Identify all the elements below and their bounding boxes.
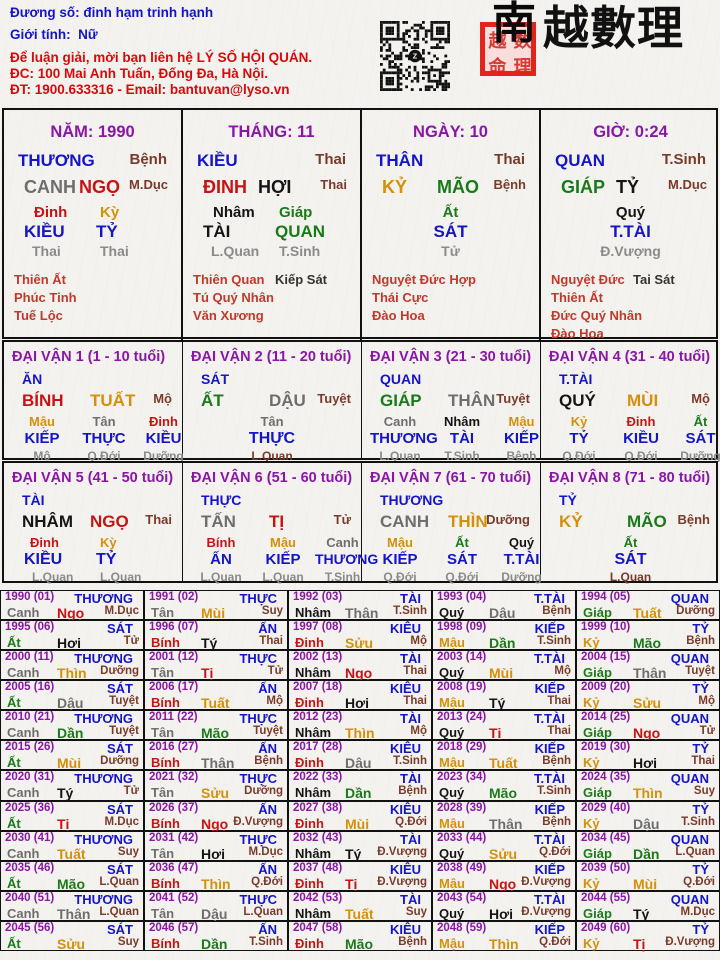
svg-text:Z: Z — [413, 52, 418, 61]
